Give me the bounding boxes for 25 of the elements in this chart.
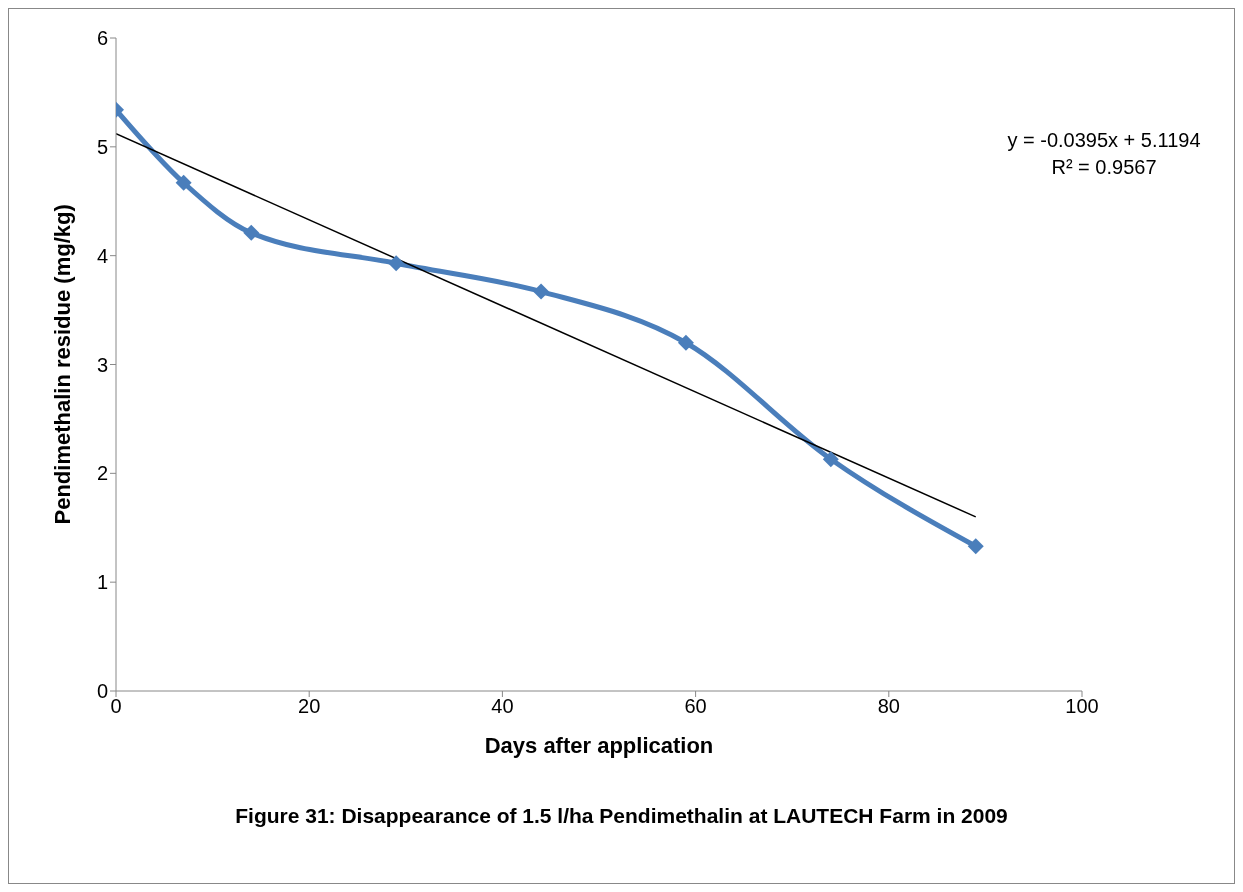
y-tick-label: 5 [96, 135, 108, 158]
x-axis-title: Days after application [484, 733, 714, 758]
annotation: R² = 0.9567 [1050, 155, 1158, 180]
point [533, 283, 550, 300]
y-tick-label: 6 [96, 27, 108, 50]
point [388, 255, 405, 272]
y-tick-label: 4 [96, 244, 108, 267]
text: Figure 31: Disappearance of 1.5 l/ha Pendimethalin at LAUTECH Farm in 2009 [234, 804, 1009, 828]
y-tick-label: 3 [96, 353, 108, 376]
point [967, 538, 984, 555]
y-tick-label: 2 [96, 462, 108, 485]
point [243, 224, 260, 241]
point [175, 174, 192, 191]
x-tick-label: 80 [877, 695, 900, 718]
x-tick-label: 20 [298, 695, 321, 718]
y-tick-label: 0 [96, 680, 108, 703]
annotation: y = -0.0395x + 5.1194 [1006, 128, 1202, 153]
x-tick-label: 100 [1065, 695, 1099, 718]
y-axis-title: Pendimethalin residue (mg/kg) [49, 204, 75, 525]
point [677, 334, 694, 351]
x-tick-label: 40 [491, 695, 514, 718]
x-tick-label: 0 [110, 695, 122, 718]
x-tick-label: 60 [684, 695, 707, 718]
point [822, 451, 839, 468]
y-tick-label: 1 [96, 571, 108, 594]
